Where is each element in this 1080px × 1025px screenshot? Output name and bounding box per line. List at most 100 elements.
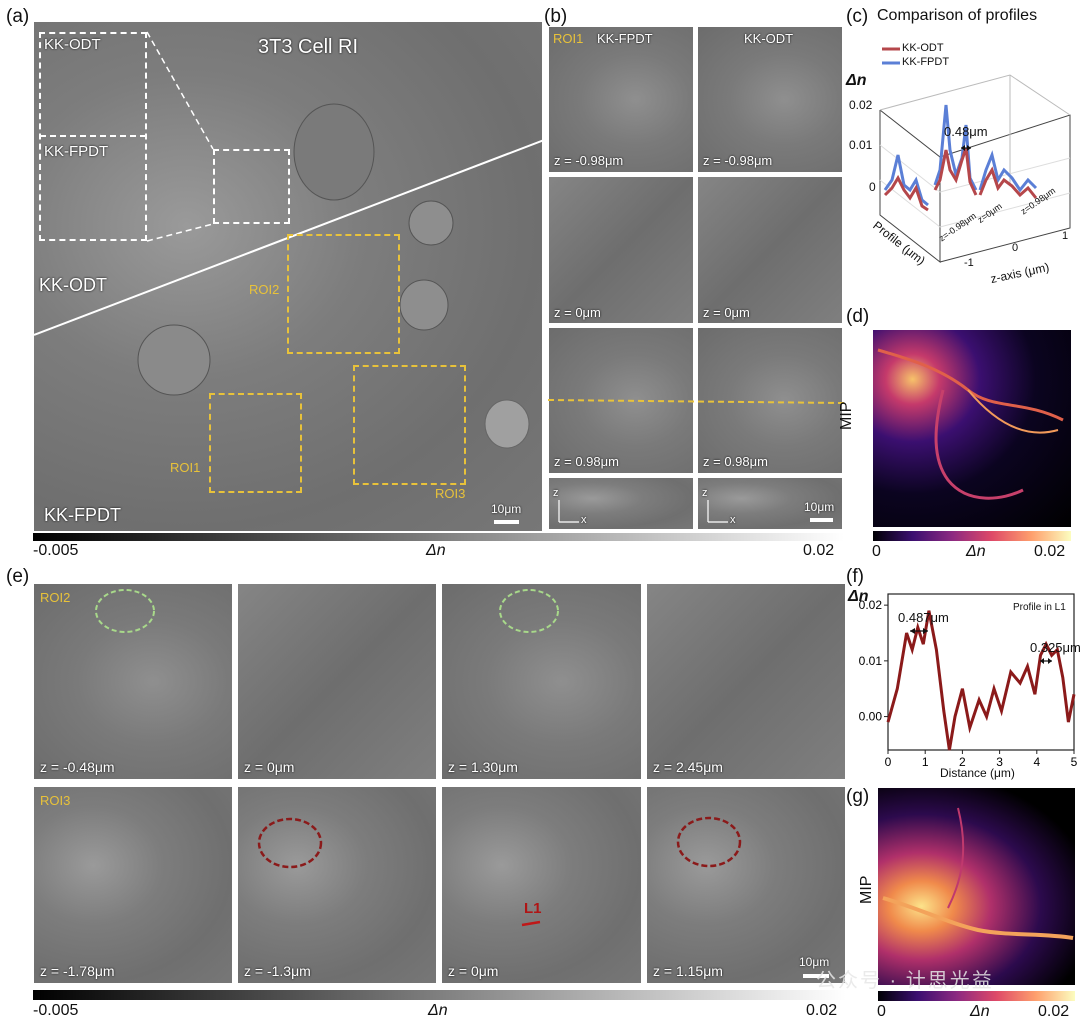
e-r2-tile-2: z = -1.3μm [237, 786, 437, 984]
colorbar-a-max: 0.02 [803, 542, 835, 559]
panel-c-label: (c) [846, 6, 869, 27]
f-annotation-1: 0.487μm [898, 610, 949, 625]
colorbar-d-min: 0 [872, 543, 881, 560]
e-roi2-label: ROI2 [40, 590, 71, 605]
colorbar-e-max: 0.02 [806, 1002, 838, 1019]
panel-a-label: (a) [6, 6, 30, 27]
colorbar-d [873, 531, 1071, 541]
f-series-line [886, 610, 1076, 751]
e-scalebar-label: 10μm [799, 955, 830, 969]
b-z-label: z = 0μm [703, 305, 750, 320]
panel-g-ylabel: MIP [858, 875, 875, 904]
b-tile-r1-right: KK-ODT z = -0.98μm [697, 26, 843, 173]
b-tile-r2-right: z = 0μm [697, 176, 843, 324]
c-xtick: 1 [1062, 230, 1069, 242]
b-axis-z: z [553, 487, 559, 499]
colorbar-d-max: 0.02 [1034, 543, 1066, 560]
b-z-label: z = -0.98μm [703, 153, 773, 168]
e-r2-tile-3: L1 z = 0μm [441, 786, 642, 984]
colorbar-e-label: Δn [428, 1002, 448, 1019]
panel-c-zlabel: Δn [846, 72, 867, 89]
watermark: 公众号 · 计思光益 [816, 970, 994, 992]
inset-bottom-label: KK-FPDT [44, 143, 109, 160]
panel-d-ylabel: MIP [838, 401, 855, 430]
panel-b-label: (b) [544, 6, 568, 27]
f-xtick-label: 3 [996, 755, 1003, 769]
f-ytick-label: 0.02 [859, 598, 883, 612]
b-z-label: z = -0.98μm [554, 153, 624, 168]
roi2-label: ROI2 [249, 282, 280, 297]
f-plot-frame [887, 593, 1075, 751]
colorbar-a [33, 533, 844, 541]
f-xtick-label: 1 [922, 755, 929, 769]
e-z-label: z = 1.30μm [448, 759, 518, 775]
panel-c-plot [879, 47, 1071, 264]
e-z-label: z = 0μm [244, 759, 295, 775]
inset-divider [40, 135, 146, 137]
c-xtick: -1 [964, 257, 974, 269]
f-xtick-label: 4 [1033, 755, 1040, 769]
b-col-left-label: KK-FPDT [597, 31, 653, 46]
legend-kk-fpdt: KK-FPDT [902, 56, 950, 68]
b-scalebar-label: 10μm [804, 500, 835, 514]
f-annotation-2: 0.325μm [1030, 640, 1080, 655]
f-ytick-label: 0.01 [859, 654, 883, 668]
colorbar-d-label: Δn [966, 543, 986, 560]
colorbar-e-min: -0.005 [33, 1002, 79, 1019]
b-tile-r1-left: ROI1 KK-FPDT z = -0.98μm [548, 26, 694, 173]
e-z-label: z = 2.45μm [653, 759, 723, 775]
colorbar-g-label: Δn [970, 1003, 990, 1020]
panel-a-overlay [34, 31, 542, 524]
b-z-label: z = 0μm [554, 305, 601, 320]
colorbar-a-min: -0.005 [33, 542, 79, 559]
e-r1-tile-2: z = 0μm [237, 583, 437, 780]
e-z-label: z = 1.15μm [653, 963, 723, 979]
roi3-label: ROI3 [435, 486, 466, 501]
panel-g-mip-image [878, 788, 1075, 985]
zoom-source-box [213, 149, 290, 224]
f-xlabel: Distance (μm) [940, 766, 1015, 780]
e-z-label: z = -1.3μm [244, 963, 311, 979]
f-xtick-label: 5 [1071, 755, 1078, 769]
panel-f-label: (f) [846, 566, 864, 587]
colorbar-g-max: 0.02 [1038, 1003, 1070, 1020]
panel-e-label: (e) [6, 566, 30, 587]
f-ylabel: Δn [848, 588, 869, 605]
b-xz-right: z x 10μm [697, 477, 843, 530]
c-annotation: 0.48μm [944, 124, 988, 139]
e-z-label: z = -0.48μm [40, 759, 115, 775]
b-axis-x: x [581, 514, 587, 526]
f-title: Profile in L1 [1013, 602, 1066, 613]
c-xtick: 0 [1012, 242, 1019, 254]
b-z-label: z = 0.98μm [554, 454, 619, 469]
f-xtick-label: 0 [885, 755, 892, 769]
colorbar-g-min: 0 [877, 1003, 886, 1020]
panel-a-title: 3T3 Cell RI [258, 36, 359, 58]
e-z-label: z = -1.78μm [40, 963, 115, 979]
panel-d-label: (d) [846, 306, 870, 327]
b-xz-left: z x [548, 477, 694, 530]
region-bottom-label: KK-FPDT [44, 505, 122, 525]
e-line-label: L1 [524, 900, 542, 917]
region-top-label: KK-ODT [39, 275, 108, 295]
panel-a-image: KK-ODT KK-FPDT 3T3 Cell RI KK-ODT KK-FPD… [33, 21, 543, 532]
inset-top-label: KK-ODT [44, 36, 101, 53]
colorbar-a-label: Δn [426, 542, 446, 559]
c-ztick: 0 [869, 180, 876, 194]
b-axis-x: x [730, 514, 736, 526]
b-dashed-line [548, 399, 844, 404]
b-roi-label: ROI1 [553, 31, 584, 46]
f-ytick-label: 0.00 [859, 710, 883, 724]
panel-a-scalebar-label: 10μm [491, 502, 522, 516]
e-r1-tile-4: z = 2.45μm [646, 583, 846, 780]
e-r1-tile-1: ROI2 z = -0.48μm [33, 583, 233, 780]
e-roi3-label: ROI3 [40, 793, 71, 808]
e-z-label: z = 0μm [448, 963, 499, 979]
legend-kk-odt: KK-ODT [902, 42, 944, 54]
b-col-right-label: KK-ODT [744, 31, 794, 46]
e-r2-tile-1: ROI3 z = -1.78μm [33, 786, 233, 984]
e-r2-tile-4: z = 1.15μm 10μm [646, 786, 846, 984]
panel-d-mip-image [873, 330, 1071, 527]
f-xtick-label: 2 [959, 755, 966, 769]
panel-g-label: (g) [846, 786, 870, 807]
